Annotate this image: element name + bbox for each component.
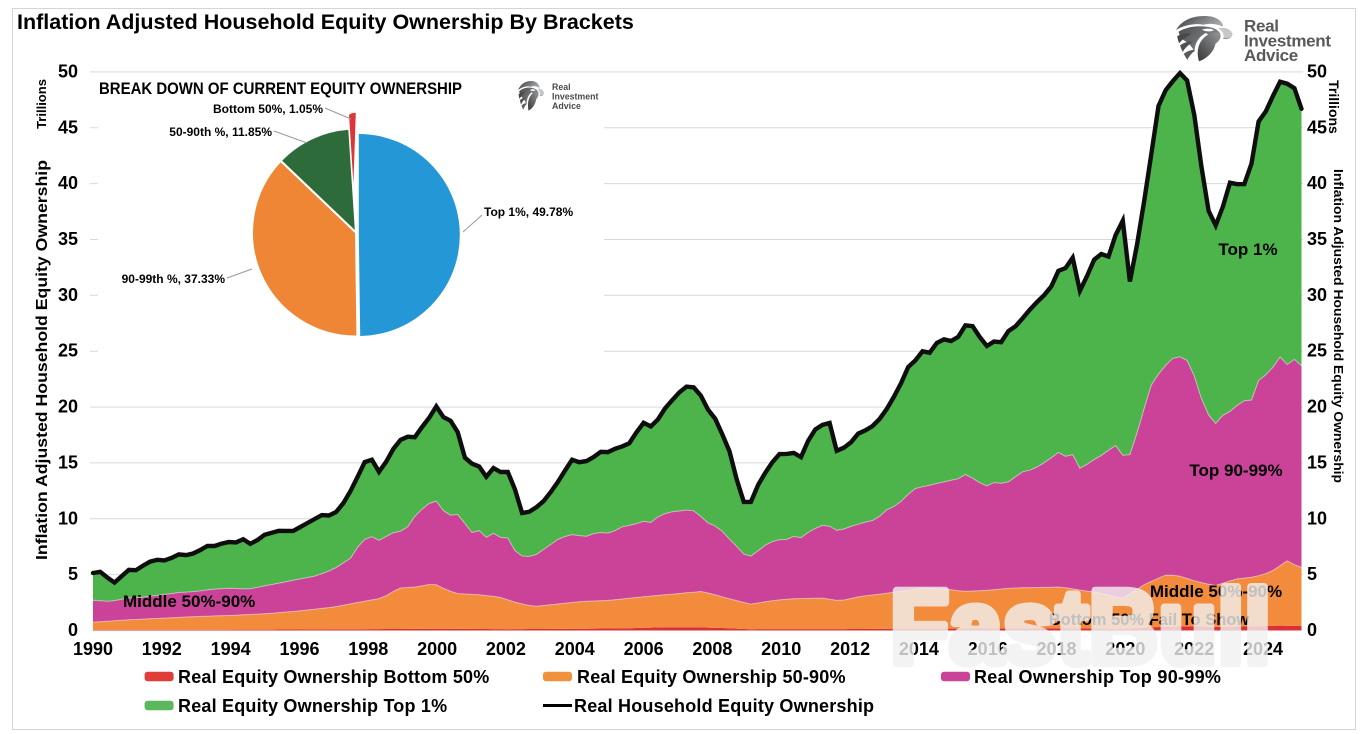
svg-text:2016: 2016 (968, 639, 1008, 659)
svg-text:2012: 2012 (830, 639, 870, 659)
svg-text:15: 15 (1307, 452, 1327, 472)
svg-text:Top 90-99%: Top 90-99% (1189, 461, 1282, 480)
svg-text:Real Household Equity Ownershi: Real Household Equity Ownership (574, 696, 874, 716)
svg-text:2020: 2020 (1105, 639, 1145, 659)
svg-text:40: 40 (1307, 173, 1327, 193)
svg-text:50: 50 (58, 61, 78, 81)
svg-text:15: 15 (58, 452, 78, 472)
svg-text:Investment: Investment (552, 92, 599, 102)
svg-text:Advice: Advice (1244, 46, 1298, 65)
svg-text:Top 1%: Top 1% (1218, 240, 1277, 259)
svg-text:1990: 1990 (73, 639, 113, 659)
svg-text:2014: 2014 (899, 639, 939, 659)
svg-text:Real Equity Ownership Top 1%: Real Equity Ownership Top 1% (178, 696, 447, 716)
svg-text:45: 45 (58, 117, 78, 137)
svg-text:10: 10 (58, 508, 78, 528)
svg-text:2010: 2010 (761, 639, 801, 659)
svg-text:BREAK DOWN OF CURRENT EQUITY O: BREAK DOWN OF CURRENT EQUITY OWNERSHIP (99, 80, 462, 98)
svg-text:1992: 1992 (142, 639, 182, 659)
svg-text:40: 40 (58, 173, 78, 193)
svg-text:2002: 2002 (486, 639, 526, 659)
svg-text:Trillions: Trillions (1326, 80, 1342, 134)
svg-text:2006: 2006 (624, 639, 664, 659)
svg-text:Inflation Adjusted Household E: Inflation Adjusted Household Equity Owne… (34, 160, 51, 560)
svg-text:20: 20 (58, 397, 78, 417)
svg-text:Top 1%, 49.78%: Top 1%, 49.78% (484, 205, 573, 219)
svg-text:25: 25 (58, 341, 78, 361)
svg-text:45: 45 (1307, 117, 1327, 137)
svg-text:Real Ownership Top 90-99%: Real Ownership Top 90-99% (974, 667, 1221, 687)
svg-text:30: 30 (1307, 285, 1327, 305)
svg-text:2008: 2008 (692, 639, 732, 659)
svg-text:50-90th %, 11.85%: 50-90th %, 11.85% (169, 125, 272, 139)
svg-text:Real Equity Ownership Bottom 5: Real Equity Ownership Bottom 50% (178, 667, 489, 687)
svg-text:2004: 2004 (555, 639, 595, 659)
svg-text:Real: Real (1244, 17, 1279, 36)
svg-text:Middle 50%-90%: Middle 50%-90% (1150, 582, 1282, 601)
svg-text:Real Equity Ownership 50-90%: Real Equity Ownership 50-90% (577, 667, 846, 687)
svg-text:Trillions: Trillions (34, 79, 49, 129)
svg-text:Bottom 50% Fail To Show: Bottom 50% Fail To Show (1049, 611, 1250, 629)
svg-text:2022: 2022 (1174, 639, 1214, 659)
svg-text:Middle 50%-90%: Middle 50%-90% (123, 592, 255, 611)
svg-text:10: 10 (1307, 508, 1327, 528)
svg-text:FastBull: FastBull (890, 569, 1271, 686)
svg-text:2024: 2024 (1243, 639, 1283, 659)
svg-text:Inflation Adjusted Household E: Inflation Adjusted Household Equity Owne… (1331, 169, 1345, 483)
svg-text:5: 5 (68, 564, 78, 584)
svg-text:25: 25 (1307, 341, 1327, 361)
svg-text:50: 50 (1307, 61, 1327, 81)
svg-text:Real: Real (552, 82, 571, 92)
svg-text:90-99th %, 37.33%: 90-99th %, 37.33% (122, 272, 226, 286)
svg-text:30: 30 (58, 285, 78, 305)
svg-text:2000: 2000 (417, 639, 457, 659)
svg-text:35: 35 (58, 229, 78, 249)
svg-text:35: 35 (1307, 229, 1327, 249)
svg-text:1994: 1994 (211, 639, 251, 659)
svg-text:Inflation Adjusted Household E: Inflation Adjusted Household Equity Owne… (17, 10, 634, 34)
svg-text:2018: 2018 (1036, 639, 1076, 659)
svg-text:Bottom 50%, 1.05%: Bottom 50%, 1.05% (213, 102, 323, 116)
svg-text:5: 5 (1307, 564, 1317, 584)
svg-text:20: 20 (1307, 397, 1327, 417)
svg-text:0: 0 (68, 620, 78, 640)
svg-text:1996: 1996 (279, 639, 319, 659)
svg-text:1998: 1998 (348, 639, 388, 659)
svg-text:0: 0 (1307, 620, 1317, 640)
svg-text:Investment: Investment (1244, 32, 1331, 51)
svg-text:Advice: Advice (552, 101, 581, 111)
